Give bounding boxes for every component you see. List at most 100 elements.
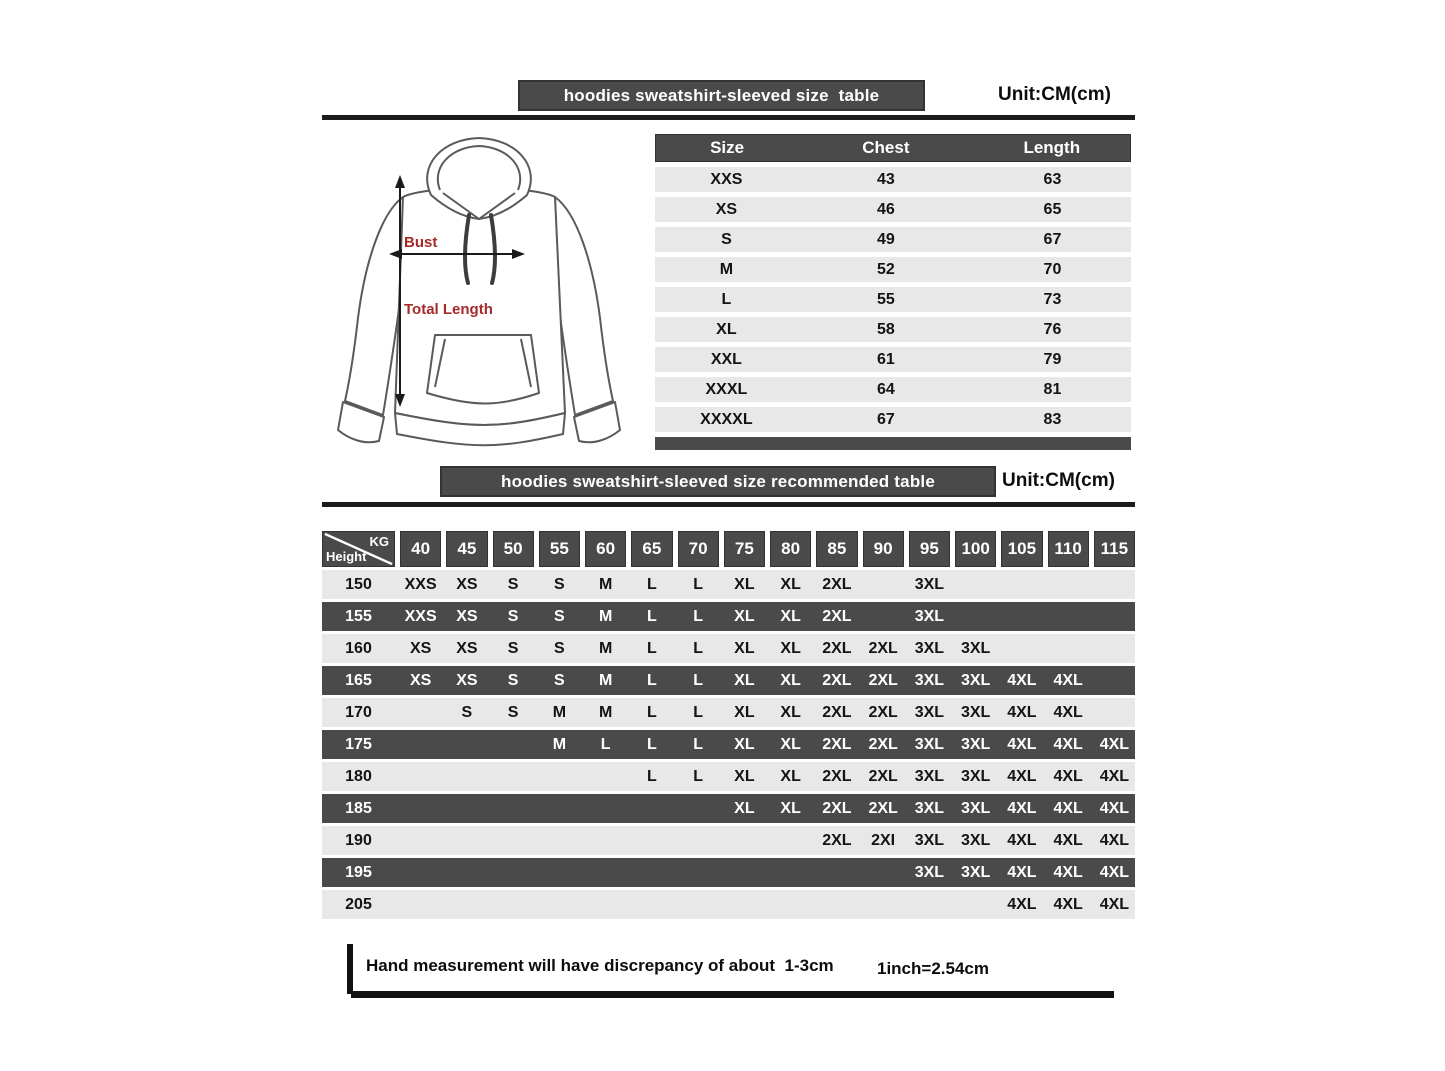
matrix-cell: 3XL: [914, 799, 945, 817]
length-cell: 67: [1043, 230, 1062, 248]
corner-height-label: Height: [326, 549, 367, 564]
matrix-cell: 3XL: [914, 575, 945, 593]
size-column-header: Size: [710, 138, 745, 157]
matrix-cell: 4XL: [1007, 735, 1037, 753]
length-cell: 79: [1043, 350, 1062, 368]
matrix-cell: L: [693, 639, 704, 657]
matrix-cell: 2XL: [868, 703, 898, 721]
weight-header-cell: 70: [677, 531, 719, 567]
length-cell: 70: [1043, 260, 1062, 278]
weight-header-cell: 40: [400, 531, 442, 567]
matrix-cell: S: [554, 639, 565, 657]
matrix-cell: S: [554, 607, 565, 625]
size-table-row: M 52 70: [655, 257, 1131, 282]
height-label: 180: [345, 767, 372, 785]
hoodie-measurement-diagram: Bust Total Length: [337, 137, 621, 447]
length-cell: 63: [1043, 170, 1062, 188]
matrix-cell: M: [598, 639, 613, 657]
arrowhead-up: [395, 175, 405, 188]
weight-header-cell: 75: [723, 531, 765, 567]
inch-conversion-note: 1inch=2.54cm: [877, 959, 989, 978]
matrix-cell: 4XL: [1007, 831, 1037, 849]
weight-header-cell: 60: [585, 531, 627, 567]
matrix-cell: 4XL: [1053, 703, 1083, 721]
matrix-cell: XL: [734, 575, 755, 593]
matrix-cell: 3XL: [960, 863, 991, 881]
length-cell: 76: [1043, 320, 1062, 338]
matrix-cell: 4XL: [1099, 735, 1130, 753]
matrix-cell: XL: [780, 607, 801, 625]
right-sleeve: [554, 196, 614, 416]
matrix-cell: L: [646, 671, 657, 689]
matrix-cell: 3XL: [960, 639, 991, 657]
matrix-cell: L: [693, 703, 704, 721]
matrix-cell: L: [646, 735, 657, 753]
matrix-header: KG Height 40 45 50 55 60 65 70 75 80 85 90 95 100 105…: [322, 531, 1135, 567]
weight-header-cell: 45: [446, 531, 488, 567]
height-label: 150: [345, 575, 372, 593]
weight-header-cell: 100: [955, 531, 997, 567]
size-table-body: XXS 43 63 XS 46 65 S 49 67 M 52 70 L 55 73 XL 58 76 XXL 61 7…: [655, 167, 1131, 432]
matrix-cell: 4XL: [1053, 799, 1083, 817]
arrowhead-down: [395, 394, 405, 407]
matrix-cell: 2XL: [822, 767, 852, 785]
matrix-cell: 2XL: [822, 735, 852, 753]
weight-header-cell: 115: [1093, 531, 1135, 567]
matrix-cell: L: [646, 607, 657, 625]
matrix-cell: M: [598, 671, 613, 689]
matrix-cell: L: [646, 767, 657, 785]
matrix-cell: XXS: [404, 575, 437, 593]
matrix-cell: M: [552, 703, 567, 721]
matrix-cell: 2XL: [822, 799, 852, 817]
matrix-cell: XS: [456, 671, 478, 689]
matrix-cell: 3XL: [914, 831, 945, 849]
size-table-row: XS 46 65: [655, 197, 1131, 222]
matrix-row: 155 XXS XS S S M L L XL XL 2XL 3XL: [322, 602, 1135, 631]
size-cell: XXS: [710, 170, 743, 188]
total-length-label: Total Length: [404, 301, 493, 318]
matrix-cell: 3XL: [914, 607, 945, 625]
height-label: 170: [345, 703, 372, 721]
matrix-cell: 3XL: [914, 767, 945, 785]
weight-header-cell: 65: [631, 531, 673, 567]
pocket-openings: [434, 338, 532, 388]
matrix-row: 170 S S M M L L XL XL 2XL 2XL 3XL 3XL 4XL 4XL: [322, 698, 1135, 727]
matrix-cell: 4XL: [1053, 671, 1083, 689]
size-table-row: XXS 43 63: [655, 167, 1131, 192]
size-cell: M: [719, 260, 734, 278]
size-table-row: XXL 61 79: [655, 347, 1131, 372]
matrix-cell: 4XL: [1099, 863, 1130, 881]
right-cuff: [573, 401, 621, 444]
size-table-row: XXXL 64 81: [655, 377, 1131, 402]
size-cell: XXXXL: [700, 410, 753, 428]
size-table-title: hoodies sweatshirt-sleeved size table: [518, 80, 925, 111]
matrix-row: 185 XL XL 2XL 2XL 3XL 3XL 4XL 4XL 4XL: [322, 794, 1135, 823]
chest-cell: 55: [876, 290, 895, 308]
size-cell: S: [721, 230, 732, 248]
matrix-cell: 3XL: [914, 703, 945, 721]
matrix-cell: 2XL: [868, 639, 898, 657]
chest-cell: 64: [876, 380, 895, 398]
size-column-header: Chest: [862, 138, 910, 157]
matrix-cell: XL: [734, 799, 755, 817]
matrix-cell: 4XL: [1099, 831, 1130, 849]
matrix-cell: 4XL: [1007, 799, 1037, 817]
matrix-cell: 4XL: [1099, 895, 1130, 913]
weight-header-cell: 110: [1047, 531, 1089, 567]
matrix-cell: XL: [780, 575, 801, 593]
hood-inner-line: [436, 145, 522, 191]
matrix-cell: XL: [734, 607, 755, 625]
middle-divider-rule: [322, 502, 1135, 507]
chest-cell: 58: [876, 320, 895, 338]
matrix-cell: L: [646, 703, 657, 721]
matrix-cell: M: [598, 575, 613, 593]
chest-cell: 67: [876, 410, 895, 428]
matrix-cell: 3XL: [960, 767, 991, 785]
arrowhead-left: [389, 249, 402, 259]
chest-cell: 46: [876, 200, 895, 218]
size-table-row: XXXXL 67 83: [655, 407, 1131, 432]
matrix-cell: L: [693, 607, 704, 625]
matrix-cell: XXS: [404, 607, 437, 625]
matrix-cell: 2XL: [822, 639, 852, 657]
height-label: 185: [345, 799, 372, 817]
